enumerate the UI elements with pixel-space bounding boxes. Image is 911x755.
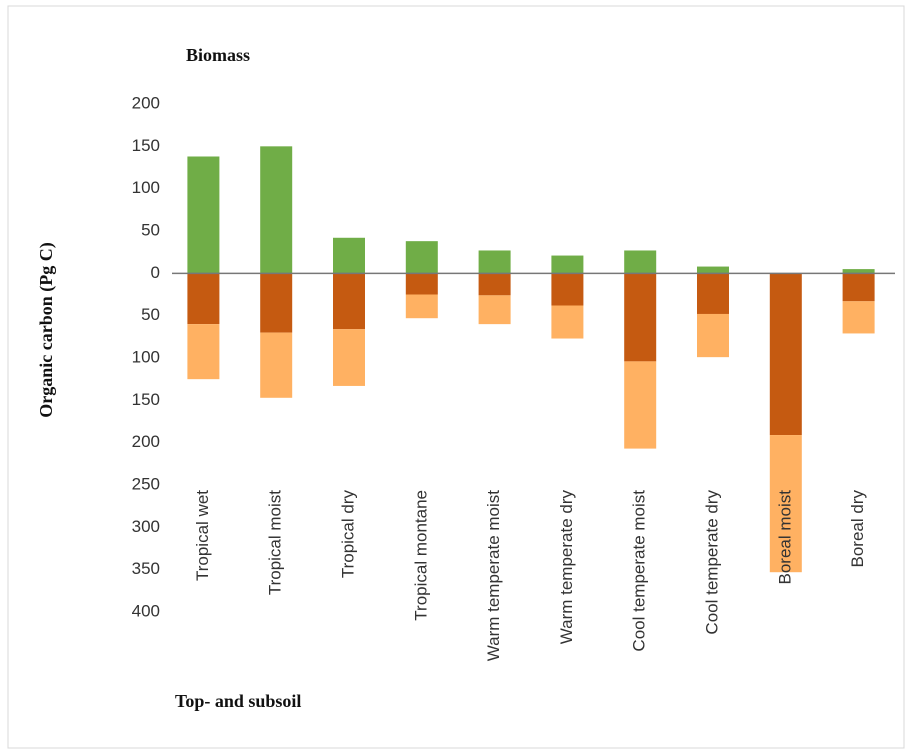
bar (187, 156, 220, 274)
y-tick-label: 150 (132, 390, 160, 409)
y-tick-label: 50 (141, 220, 160, 239)
bar (187, 324, 220, 380)
bar (260, 146, 293, 274)
bar (769, 273, 802, 436)
bar (697, 313, 729, 358)
bar (697, 266, 729, 274)
bar (478, 295, 511, 325)
bar (551, 255, 584, 274)
bar (478, 250, 511, 274)
x-tick-label: Warm temperate dry (557, 490, 576, 645)
bar (624, 273, 657, 362)
x-tick-label: Warm temperate moist (484, 490, 503, 662)
y-tick-label: 0 (151, 263, 160, 282)
bar (405, 294, 438, 319)
x-tick-label: Cool temperate dry (702, 490, 721, 635)
bar (187, 273, 220, 325)
annotation: Biomass (186, 45, 250, 65)
x-tick-label: Tropical moist (266, 490, 285, 595)
bar (769, 435, 802, 573)
bar (478, 273, 511, 296)
bar (405, 241, 438, 274)
bar (333, 273, 365, 330)
bar (842, 301, 875, 334)
x-tick-label: Tropical dry (338, 490, 357, 579)
y-tick-label: 400 (132, 601, 160, 620)
bar (260, 273, 293, 333)
bar (333, 237, 365, 274)
bar (697, 273, 729, 314)
y-tick-label: 200 (132, 93, 160, 112)
y-tick-label: 100 (132, 347, 160, 366)
bar (405, 273, 438, 295)
bar (842, 273, 875, 302)
x-tick-label: Boreal moist (775, 490, 794, 585)
bar (551, 273, 584, 306)
bar (624, 250, 657, 274)
x-tick-label: Cool temperate moist (630, 490, 649, 652)
bar (333, 329, 365, 386)
y-tick-label: 200 (132, 432, 160, 451)
bar (842, 269, 875, 274)
y-tick-label: 300 (132, 517, 160, 536)
frame (7, 5, 905, 749)
x-tick-label: Tropical montane (411, 490, 430, 621)
y-tick-label: 100 (132, 178, 160, 197)
x-tick-label: Boreal dry (848, 490, 867, 568)
x-tick-label: Tropical wet (193, 490, 212, 581)
y-tick-label: 250 (132, 474, 160, 493)
bar (551, 305, 584, 339)
y-tick-label: 350 (132, 559, 160, 578)
annotation: Top- and subsoil (175, 691, 301, 711)
y-tick-label: 150 (132, 136, 160, 155)
y-axis-title: Organic carbon (Pg C) (36, 242, 57, 417)
y-tick-label: 50 (141, 305, 160, 324)
bar (260, 332, 293, 398)
bar (624, 361, 657, 449)
